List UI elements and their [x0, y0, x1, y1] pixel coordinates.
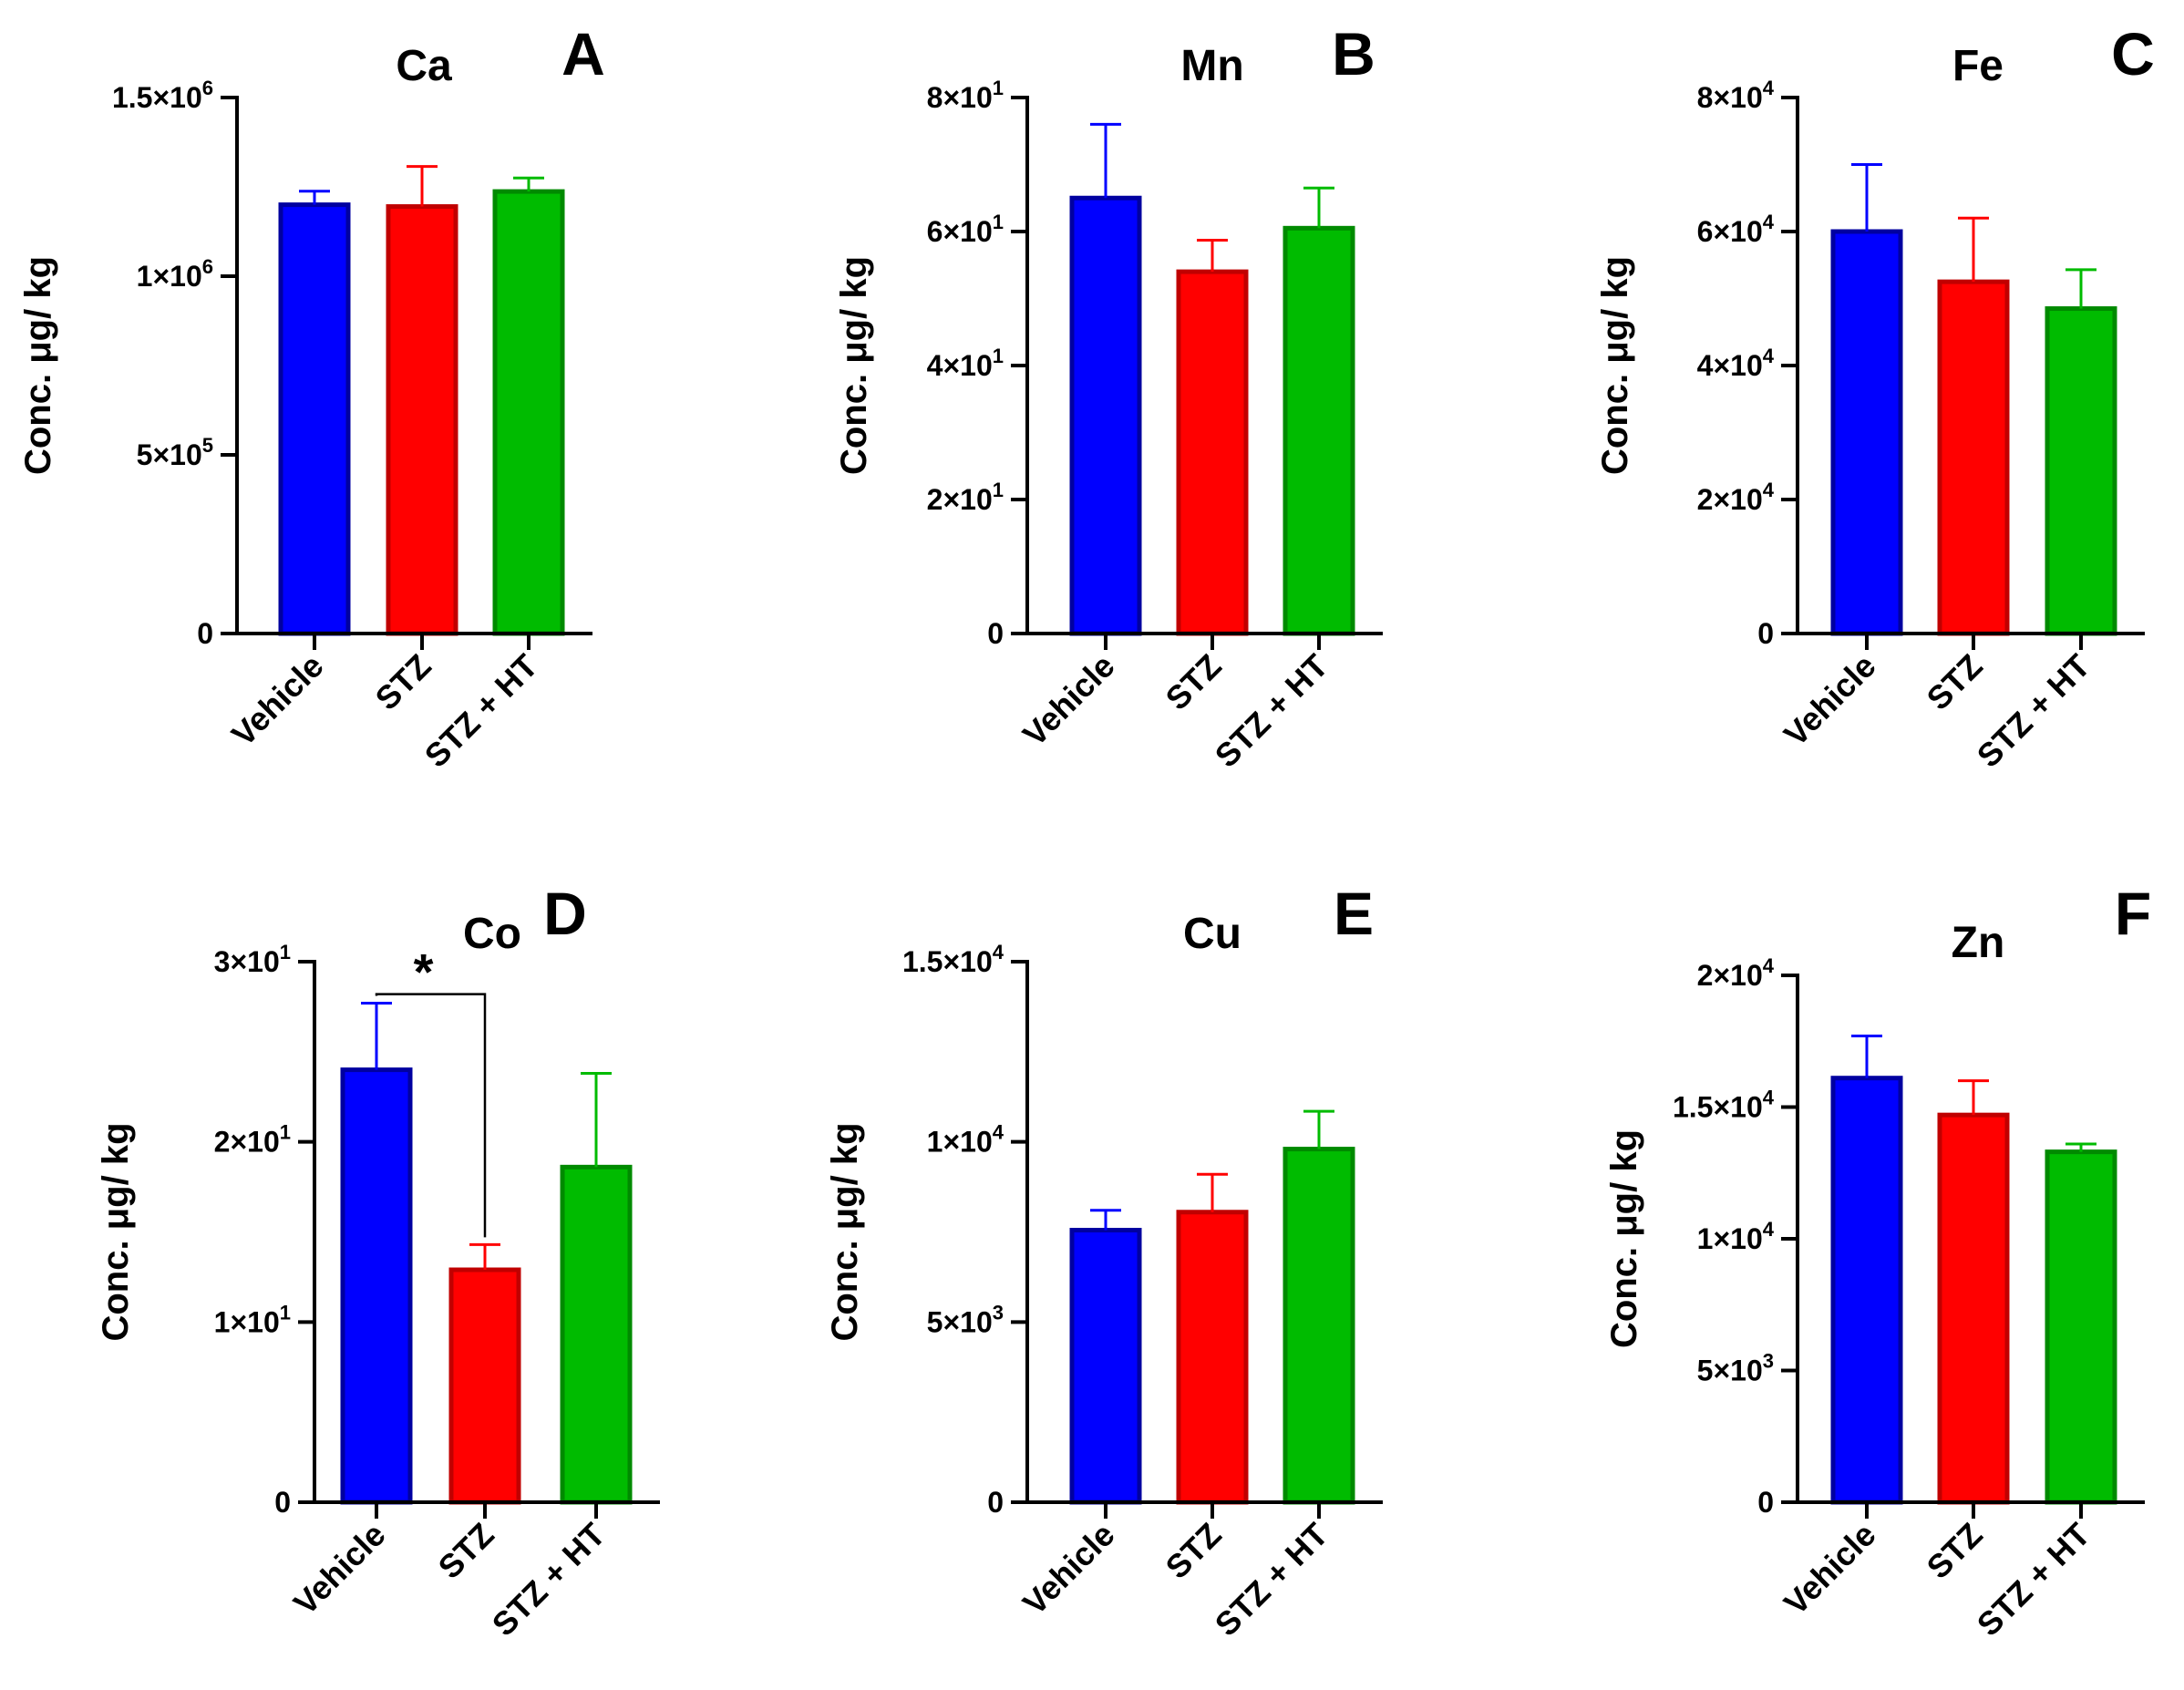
panel-f-category-label-2: STZ	[1920, 1516, 1990, 1586]
panel-f-ytick-label-2: 1×104	[1697, 1218, 1775, 1255]
panel-c-bar-2	[1937, 279, 2010, 636]
panel-a-bar-2	[386, 204, 458, 636]
panel-e-bar-1	[1069, 1228, 1142, 1505]
panel-e: Cu E Conc. μg/ kg 0 5×103 1×104 1.5×104 Vehicle…	[825, 880, 1383, 1644]
panel-d-ylabel: Conc. μg/ kg	[96, 1122, 136, 1341]
panel-d-category-label-1: Vehicle	[286, 1516, 393, 1623]
panel-f-ytick-label-3: 1.5×104	[1673, 1087, 1775, 1124]
panel-d-significance-bracket	[375, 993, 487, 1238]
panel-f-category-label-3: STZ + HT	[1970, 1516, 2097, 1644]
panel-e-bar-2	[1176, 1210, 1249, 1505]
panel-e-category-label-2: STZ	[1159, 1516, 1229, 1586]
panel-d-significance-star: *	[414, 943, 434, 1001]
panel-d-bar-3	[560, 1164, 633, 1505]
panel-f-ytick-label-4: 2×104	[1697, 954, 1775, 992]
panel-e-category-label-3: STZ + HT	[1208, 1516, 1335, 1644]
panel-f-bar-1	[1830, 1076, 1903, 1505]
panel-b-title: Mn	[1180, 42, 1243, 90]
panel-c-ytick-label-0: 0	[1757, 617, 1774, 650]
panel-e-title: Cu	[1183, 910, 1241, 958]
panel-e-letter: E	[1334, 880, 1374, 947]
panel-a-ylabel: Conc. μg/ kg	[18, 256, 58, 475]
panel-a-title: Ca	[396, 42, 452, 90]
panel-b: Mn B Conc. μg/ kg 0 2×101 4×101 6×101 8×101 Vehi…	[834, 20, 1383, 775]
panel-d-ytick-label-0: 0	[274, 1486, 291, 1519]
panel-c-ytick-label-4: 8×104	[1697, 77, 1775, 114]
panel-d-category-label-2: STZ	[431, 1516, 501, 1586]
panel-f-bar-3	[2045, 1149, 2117, 1505]
panel-d-bar-1	[340, 1067, 413, 1505]
panel-f-bar-2	[1937, 1112, 2010, 1505]
panel-d-ytick-label-1: 1×101	[214, 1301, 291, 1338]
panel-b-category-label-2: STZ	[1159, 647, 1229, 717]
panel-b-category-label-1: Vehicle	[1015, 647, 1122, 754]
panel-a-ytick-label-1: 5×105	[137, 434, 213, 471]
panel-d-title: Co	[463, 910, 521, 958]
panel-a-ytick-label-3: 1.5×106	[112, 77, 213, 114]
panel-b-bar-3	[1283, 225, 1355, 636]
panel-b-category-label-3: STZ + HT	[1208, 647, 1335, 775]
panel-c-letter: C	[2111, 20, 2155, 88]
panel-d-ytick-label-2: 2×101	[214, 1121, 291, 1159]
panel-a-ytick-label-0: 0	[197, 617, 213, 650]
panel-a-category-label-3: STZ + HT	[417, 647, 545, 775]
panel-b-ytick-label-0: 0	[987, 617, 1004, 650]
panel-f-category-label-1: Vehicle	[1777, 1516, 1883, 1623]
panel-a: Ca A Conc. μg/ kg 0 5×105 1×106 1.5×106 Vehicle…	[18, 20, 605, 775]
panel-a-category-label-1: Vehicle	[224, 647, 331, 754]
panel-b-ytick-label-4: 8×101	[927, 77, 1004, 114]
panel-e-category-label-1: Vehicle	[1015, 1516, 1122, 1623]
panel-e-ytick-label-0: 0	[987, 1486, 1004, 1519]
panel-e-ytick-label-3: 1.5×104	[902, 941, 1004, 978]
panel-c: Fe C Conc. μg/ kg 0 2×104 4×104 6×104 8×104 Vehi…	[1595, 20, 2155, 775]
panel-e-bar-3	[1283, 1147, 1355, 1505]
panel-c-category-label-3: STZ + HT	[1970, 647, 2097, 775]
panel-a-ytick-label-2: 1×106	[137, 255, 213, 293]
panel-b-ytick-label-2: 4×101	[927, 345, 1004, 382]
panel-d-ytick-label-3: 3×101	[214, 941, 291, 978]
panel-b-letter: B	[1332, 20, 1375, 88]
panel-a-bar-3	[492, 189, 565, 636]
panel-c-category-label-1: Vehicle	[1777, 647, 1883, 754]
panel-d-bar-2	[448, 1267, 521, 1505]
panel-b-bar-1	[1069, 195, 1142, 636]
panel-b-ytick-label-1: 2×101	[927, 479, 1004, 516]
panel-c-bar-1	[1830, 229, 1903, 636]
panel-d-letter: D	[543, 880, 587, 947]
panel-a-bar-1	[278, 202, 351, 636]
panel-c-title: Fe	[1952, 42, 2004, 90]
panel-e-ytick-label-1: 5×103	[927, 1301, 1004, 1338]
panel-c-ylabel: Conc. μg/ kg	[1595, 256, 1635, 475]
panel-c-category-label-2: STZ	[1920, 647, 1990, 717]
panel-f-letter: F	[2115, 880, 2151, 947]
panel-e-ylabel: Conc. μg/ kg	[825, 1122, 865, 1341]
panel-d-category-label-3: STZ + HT	[485, 1516, 613, 1644]
panel-f-ylabel: Conc. μg/ kg	[1604, 1129, 1644, 1348]
panel-f-title: Zn	[1952, 919, 2005, 967]
panel-c-ytick-label-2: 4×104	[1697, 345, 1775, 382]
panel-b-ytick-label-3: 6×101	[927, 211, 1004, 248]
panel-b-ylabel: Conc. μg/ kg	[834, 256, 874, 475]
panel-c-bar-3	[2045, 306, 2117, 636]
panel-f-ytick-label-1: 5×103	[1697, 1350, 1774, 1387]
panel-f: Zn F Conc. μg/ kg 0 5×103 1×104 1.5×104 2×104 Ve…	[1604, 880, 2151, 1644]
panel-c-ytick-label-1: 2×104	[1697, 479, 1775, 516]
panel-c-ytick-label-3: 6×104	[1697, 211, 1775, 248]
panel-a-category-label-2: STZ	[368, 647, 438, 717]
panel-e-ytick-label-2: 1×104	[927, 1121, 1004, 1159]
panel-d: Co D Conc. μg/ kg 0 1×101 2×101 3×101 Vehicle ST…	[96, 880, 660, 1644]
panel-f-ytick-label-0: 0	[1757, 1486, 1774, 1519]
panel-b-bar-2	[1176, 269, 1249, 636]
panel-a-letter: A	[561, 20, 605, 88]
